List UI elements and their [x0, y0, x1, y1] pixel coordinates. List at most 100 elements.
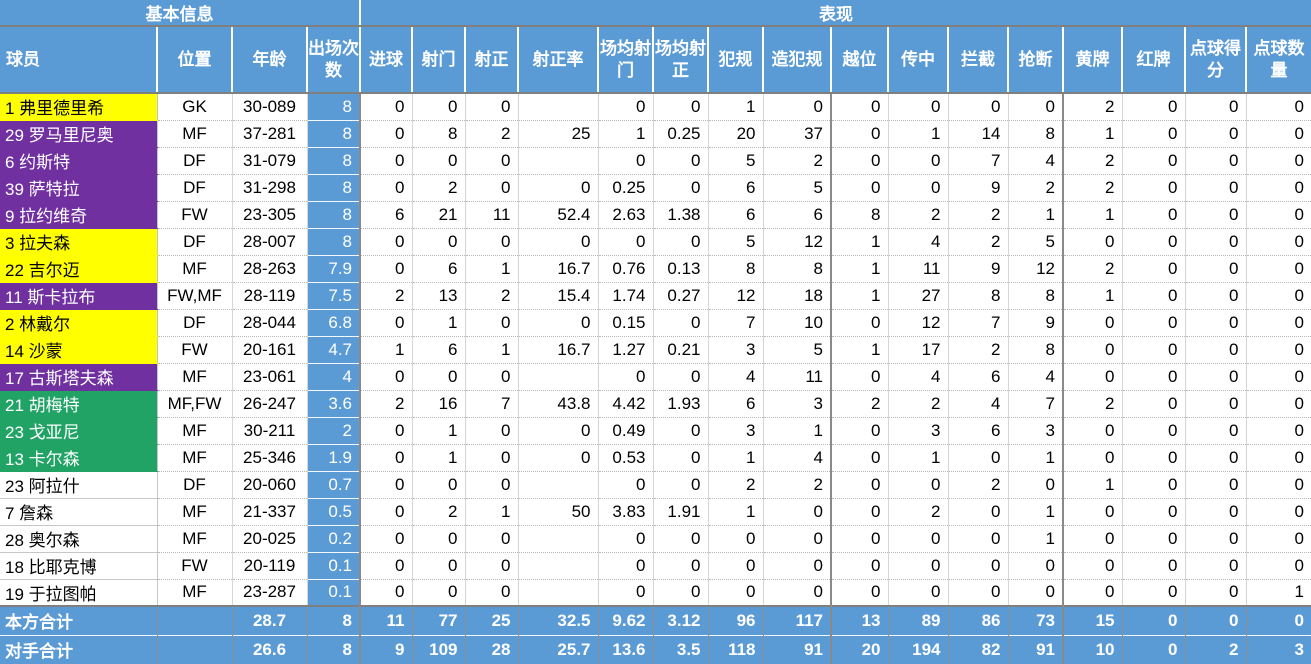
column-header-appearances: 出场次数 — [307, 26, 361, 94]
stat-cell-penalty-goals: 0 — [1185, 147, 1247, 175]
player-name-cell: 9 拉约维奇 — [0, 201, 158, 229]
age-cell: 28-263 — [232, 255, 308, 283]
player-name-cell: 14 沙蒙 — [0, 336, 158, 364]
stat-cell-interceptions: 0 — [948, 552, 1009, 580]
stat-cell-shot-accuracy: 16.7 — [518, 336, 599, 364]
total-stat-cell-penalty-goals: 0 — [1185, 605, 1247, 635]
total-stat-cell-crosses: 89 — [888, 605, 949, 635]
age-cell: 20-060 — [232, 471, 308, 499]
stat-cell-red-cards: 0 — [1122, 525, 1186, 553]
stat-cell-shots-on-target: 0 — [465, 444, 519, 472]
column-header-yellow-cards: 黄牌 — [1063, 26, 1123, 94]
stat-cell-goals: 0 — [360, 228, 413, 256]
stat-cell-offsides: 0 — [831, 147, 889, 175]
stat-cell-red-cards: 0 — [1122, 498, 1186, 526]
position-cell: MF — [157, 120, 233, 148]
stat-cell-shot-accuracy — [518, 147, 599, 175]
total-stat-cell-tackles: 73 — [1008, 605, 1064, 635]
stat-cell-goals: 0 — [360, 552, 413, 580]
stat-cell-yellow-cards: 0 — [1063, 579, 1123, 607]
age-cell: 23-287 — [232, 579, 308, 607]
stat-cell-tackles: 0 — [1008, 552, 1064, 580]
position-cell: DF — [157, 471, 233, 499]
stat-cell-shots: 16 — [412, 390, 466, 418]
position-cell: MF — [157, 525, 233, 553]
player-row: 39 萨特拉 DF 31-298 8 0 2 0 0 0.25 0 6 5 0 0 9 2 2 0 0 0 — [0, 174, 1311, 202]
stat-cell-fouls-drawn: 4 — [763, 444, 832, 472]
stat-cell-sot-per-game: 0.21 — [653, 336, 709, 364]
column-header-player: 球员 — [0, 26, 158, 94]
stat-cell-crosses: 11 — [888, 255, 949, 283]
stat-cell-offsides: 0 — [831, 309, 889, 337]
total-stat-cell-fouls: 118 — [708, 634, 764, 664]
stat-cell-tackles: 0 — [1008, 93, 1064, 121]
appearances-cell: 2 — [307, 417, 361, 445]
stat-cell-crosses: 1 — [888, 444, 949, 472]
stat-cell-offsides: 0 — [831, 552, 889, 580]
stat-cell-interceptions: 6 — [948, 417, 1009, 445]
stat-cell-offsides: 2 — [831, 390, 889, 418]
stat-cell-shots-per-game: 1 — [598, 120, 654, 148]
stat-cell-goals: 1 — [360, 336, 413, 364]
stat-cell-shot-accuracy: 0 — [518, 174, 599, 202]
stat-cell-shots-on-target: 0 — [465, 363, 519, 391]
stat-cell-penalty-count: 0 — [1246, 498, 1311, 526]
stat-cell-red-cards: 0 — [1122, 228, 1186, 256]
stat-cell-tackles: 8 — [1008, 282, 1064, 310]
stat-cell-yellow-cards: 2 — [1063, 390, 1123, 418]
stat-cell-fouls: 20 — [708, 120, 764, 148]
stat-cell-yellow-cards: 2 — [1063, 147, 1123, 175]
stat-cell-tackles: 5 — [1008, 228, 1064, 256]
column-header-shot-accuracy: 射正率 — [518, 26, 599, 94]
player-name-cell: 21 胡梅特 — [0, 390, 158, 418]
age-cell: 31-298 — [232, 174, 308, 202]
column-header-shots-on-target: 射正 — [465, 26, 519, 94]
stat-cell-goals: 0 — [360, 174, 413, 202]
stat-cell-goals: 0 — [360, 525, 413, 553]
appearances-cell: 8 — [307, 120, 361, 148]
column-header-row: 球员 位置 年龄 出场次数 进球 射门 射正 射正率 场均射门 场均射正 犯规 造犯规 越位 传中 拦截 抢断… — [0, 26, 1311, 94]
stat-cell-interceptions: 0 — [948, 525, 1009, 553]
stat-cell-shots-on-target: 1 — [465, 498, 519, 526]
stat-cell-fouls-drawn: 2 — [763, 147, 832, 175]
stat-cell-sot-per-game: 1.91 — [653, 498, 709, 526]
stat-cell-penalty-count: 0 — [1246, 552, 1311, 580]
player-name-cell: 19 于拉图帕 — [0, 579, 158, 607]
player-row: 6 约斯特 DF 31-079 8 0 0 0 0 0 5 2 0 0 7 4 2 0 0 0 — [0, 147, 1311, 175]
stat-cell-shots-on-target: 0 — [465, 579, 519, 607]
age-cell: 20-025 — [232, 525, 308, 553]
stat-cell-penalty-goals: 0 — [1185, 93, 1247, 121]
position-cell: FW,MF — [157, 282, 233, 310]
stat-cell-penalty-goals: 0 — [1185, 471, 1247, 499]
stat-cell-fouls-drawn: 0 — [763, 93, 832, 121]
position-cell: MF — [157, 444, 233, 472]
player-row: 3 拉夫森 DF 28-007 8 0 0 0 0 0 0 5 12 1 4 2 5 0 0 0 0 — [0, 228, 1311, 256]
stat-cell-interceptions: 0 — [948, 444, 1009, 472]
total-stat-cell-yellow-cards: 15 — [1063, 605, 1123, 635]
stat-cell-penalty-goals: 0 — [1185, 444, 1247, 472]
stat-cell-red-cards: 0 — [1122, 120, 1186, 148]
age-cell: 31-079 — [232, 147, 308, 175]
stat-cell-tackles: 1 — [1008, 444, 1064, 472]
stat-cell-penalty-goals: 0 — [1185, 255, 1247, 283]
stat-cell-penalty-goals: 0 — [1185, 417, 1247, 445]
appearances-cell: 0.2 — [307, 525, 361, 553]
stat-cell-yellow-cards: 0 — [1063, 417, 1123, 445]
total-stat-cell-penalty-goals: 2 — [1185, 634, 1247, 664]
stat-cell-shot-accuracy: 43.8 — [518, 390, 599, 418]
stat-cell-shots-per-game: 3.83 — [598, 498, 654, 526]
appearances-cell: 0.5 — [307, 498, 361, 526]
stat-cell-penalty-count: 0 — [1246, 93, 1311, 121]
total-stat-cell-penalty-count: 0 — [1246, 605, 1311, 635]
stat-cell-shots-on-target: 0 — [465, 471, 519, 499]
stat-cell-fouls: 6 — [708, 390, 764, 418]
stat-cell-shots: 6 — [412, 255, 466, 283]
player-name-cell: 2 林戴尔 — [0, 309, 158, 337]
age-cell: 26-247 — [232, 390, 308, 418]
stat-cell-fouls: 1 — [708, 93, 764, 121]
stat-cell-sot-per-game: 0 — [653, 228, 709, 256]
stat-cell-offsides: 0 — [831, 498, 889, 526]
total-stat-cell-shots-on-target: 28 — [465, 634, 519, 664]
stat-cell-goals: 0 — [360, 309, 413, 337]
